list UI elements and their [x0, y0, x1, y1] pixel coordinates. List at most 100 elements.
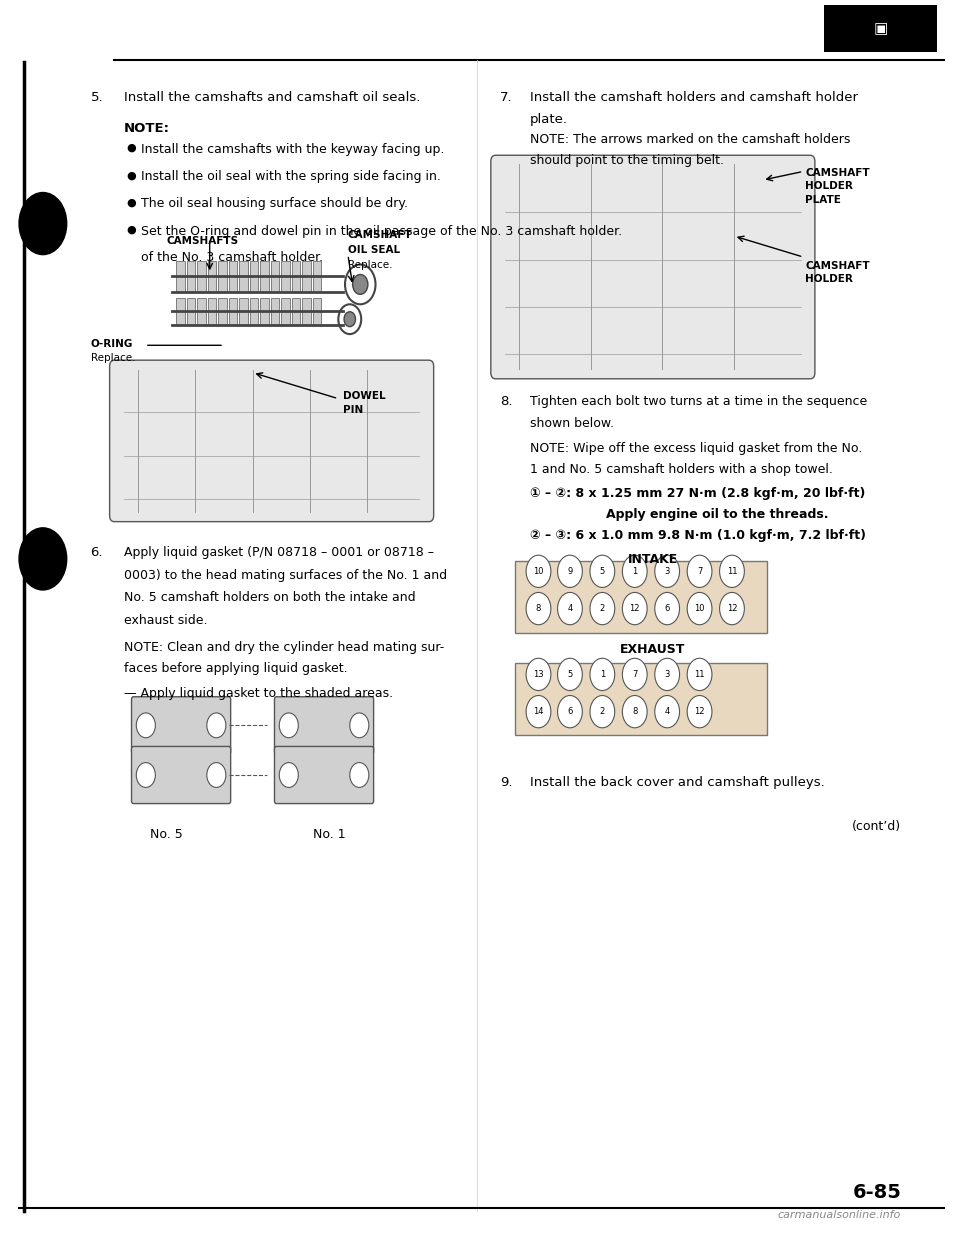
- Bar: [187, 298, 196, 325]
- Bar: [281, 298, 290, 325]
- Text: 11: 11: [727, 566, 737, 576]
- Text: Set the O-ring and dowel pin in the oil passage of the No. 3 camshaft holder.: Set the O-ring and dowel pin in the oil …: [141, 225, 622, 237]
- Text: 1: 1: [600, 669, 605, 679]
- Text: 12: 12: [630, 604, 640, 614]
- Text: 5: 5: [567, 669, 572, 679]
- Circle shape: [206, 713, 226, 738]
- Text: (cont’d): (cont’d): [852, 820, 901, 832]
- Text: plate.: plate.: [530, 113, 568, 125]
- Bar: [250, 261, 258, 292]
- Text: OIL SEAL: OIL SEAL: [348, 245, 400, 255]
- FancyBboxPatch shape: [491, 155, 815, 379]
- Bar: [292, 261, 300, 292]
- Circle shape: [279, 713, 299, 738]
- Bar: [177, 298, 185, 325]
- Circle shape: [590, 696, 614, 728]
- Bar: [271, 298, 279, 325]
- Bar: [302, 261, 311, 292]
- Text: 8.: 8.: [500, 395, 513, 407]
- Text: HOLDER: HOLDER: [805, 181, 853, 191]
- Text: O-RING: O-RING: [90, 339, 132, 349]
- Circle shape: [655, 555, 680, 587]
- Bar: [198, 298, 205, 325]
- Circle shape: [136, 713, 156, 738]
- Circle shape: [622, 555, 647, 587]
- Text: 2: 2: [600, 604, 605, 614]
- Text: 6-85: 6-85: [852, 1182, 901, 1202]
- Bar: [313, 298, 322, 325]
- Text: CAMSHAFT: CAMSHAFT: [348, 230, 413, 240]
- Text: 5.: 5.: [90, 91, 103, 103]
- Text: 8: 8: [632, 707, 637, 717]
- Text: 6: 6: [664, 604, 670, 614]
- Text: 6.: 6.: [90, 546, 103, 559]
- Text: DOWEL: DOWEL: [343, 391, 386, 401]
- Bar: [825, 5, 937, 52]
- Text: 9: 9: [567, 566, 572, 576]
- Bar: [271, 261, 279, 292]
- Circle shape: [687, 592, 712, 625]
- Circle shape: [720, 592, 744, 625]
- Text: 9.: 9.: [500, 776, 513, 789]
- Text: 13: 13: [533, 669, 543, 679]
- Bar: [228, 261, 237, 292]
- Text: Install the camshaft holders and camshaft holder: Install the camshaft holders and camshaf…: [530, 91, 858, 103]
- Circle shape: [349, 713, 369, 738]
- Circle shape: [279, 763, 299, 787]
- Text: 7.: 7.: [500, 91, 513, 103]
- Circle shape: [687, 696, 712, 728]
- Text: HOLDER: HOLDER: [805, 274, 853, 284]
- Text: NOTE:: NOTE:: [124, 122, 170, 134]
- Text: — Apply liquid gasket to the shaded areas.: — Apply liquid gasket to the shaded area…: [124, 687, 393, 699]
- Bar: [239, 298, 248, 325]
- Text: 7: 7: [697, 566, 703, 576]
- Text: No. 5 camshaft holders on both the intake and: No. 5 camshaft holders on both the intak…: [124, 591, 416, 604]
- Bar: [218, 261, 227, 292]
- Text: 14: 14: [533, 707, 543, 717]
- Text: 7: 7: [632, 669, 637, 679]
- Text: shown below.: shown below.: [530, 417, 613, 430]
- Bar: [187, 261, 196, 292]
- Text: 11: 11: [694, 669, 705, 679]
- Circle shape: [655, 658, 680, 691]
- FancyBboxPatch shape: [132, 746, 230, 804]
- Text: carmanualsonline.info: carmanualsonline.info: [777, 1210, 900, 1220]
- Text: exhaust side.: exhaust side.: [124, 614, 207, 626]
- Text: 10: 10: [533, 566, 543, 576]
- Circle shape: [622, 696, 647, 728]
- Bar: [250, 298, 258, 325]
- Bar: [228, 298, 237, 325]
- Text: Install the camshafts with the keyway facing up.: Install the camshafts with the keyway fa…: [141, 143, 444, 155]
- Text: of the No. 3 camshaft holder.: of the No. 3 camshaft holder.: [141, 251, 324, 263]
- Circle shape: [526, 696, 551, 728]
- Circle shape: [655, 592, 680, 625]
- Text: 1 and No. 5 camshaft holders with a shop towel.: 1 and No. 5 camshaft holders with a shop…: [530, 463, 832, 476]
- Circle shape: [687, 555, 712, 587]
- Text: 2: 2: [600, 707, 605, 717]
- Text: CAMSHAFT: CAMSHAFT: [805, 168, 870, 178]
- Circle shape: [206, 763, 226, 787]
- Text: Tighten each bolt two turns at a time in the sequence: Tighten each bolt two turns at a time in…: [530, 395, 867, 407]
- Circle shape: [558, 592, 583, 625]
- Bar: [260, 261, 269, 292]
- Text: Replace.: Replace.: [90, 353, 135, 363]
- Bar: [313, 261, 322, 292]
- Circle shape: [136, 763, 156, 787]
- Text: 5: 5: [600, 566, 605, 576]
- Circle shape: [558, 696, 583, 728]
- Circle shape: [352, 274, 368, 294]
- Circle shape: [19, 193, 66, 255]
- Text: NOTE: Clean and dry the cylinder head mating sur-: NOTE: Clean and dry the cylinder head ma…: [124, 641, 444, 653]
- Bar: [207, 298, 216, 325]
- Text: ① – ②: 8 x 1.25 mm 27 N·m (2.8 kgf·m, 20 lbf·ft): ① – ②: 8 x 1.25 mm 27 N·m (2.8 kgf·m, 20…: [530, 487, 865, 499]
- Text: PIN: PIN: [343, 405, 364, 415]
- Text: No. 1: No. 1: [313, 828, 346, 841]
- Text: faces before applying liquid gasket.: faces before applying liquid gasket.: [124, 662, 348, 674]
- Text: 6: 6: [567, 707, 572, 717]
- Text: ●: ●: [127, 197, 136, 207]
- Text: Replace.: Replace.: [348, 260, 393, 270]
- Circle shape: [526, 658, 551, 691]
- Text: NOTE: The arrows marked on the camshaft holders: NOTE: The arrows marked on the camshaft …: [530, 133, 851, 145]
- FancyBboxPatch shape: [275, 697, 373, 754]
- Circle shape: [558, 658, 583, 691]
